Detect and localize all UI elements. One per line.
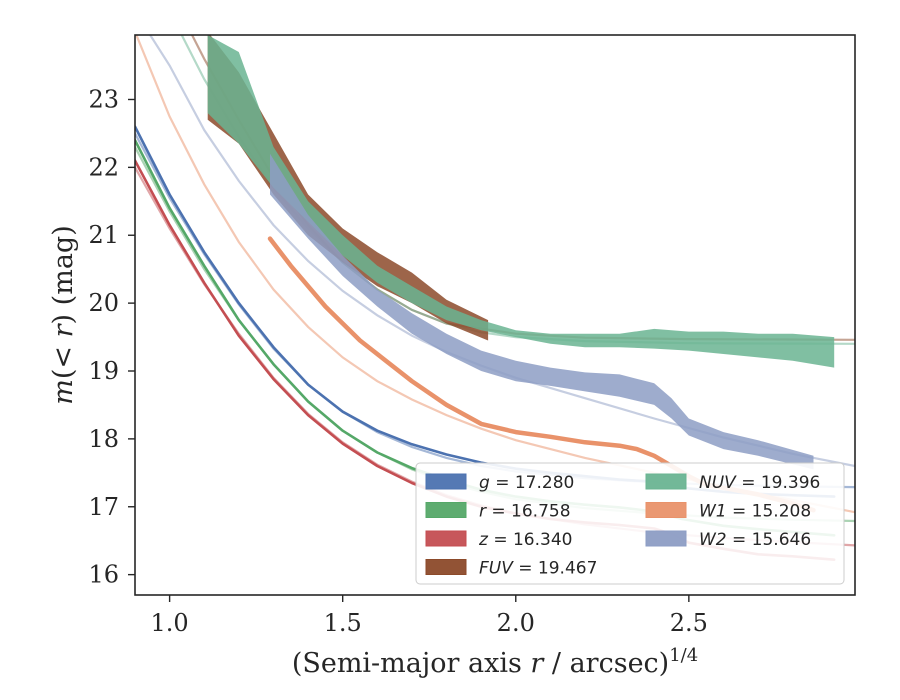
legend-swatch-nuv [645,473,687,490]
legend-box [415,462,845,585]
legend-label-fuv: FUV = 19.467 [479,559,597,579]
legend-swatch-r [425,502,467,518]
y-tick-label: 22 [88,153,119,181]
legend-swatch-w1 [645,502,687,518]
legend-label-w2: W2 = 15.646 [699,530,811,550]
legend-label-z: z = 16.340 [478,530,572,550]
x-tick-label: 2.5 [670,609,708,637]
legend-label-w1: W1 = 15.208 [699,502,811,522]
x-tick-label: 1.5 [324,609,362,637]
nuv-band [207,35,835,368]
y-tick-label: 16 [88,561,119,589]
nuv-model-curve [180,35,855,345]
legend-swatch-fuv [425,559,467,575]
legend-label-r: r = 16.758 [479,502,571,522]
w2-model-curve [148,35,855,468]
x-axis: 1.0 1.5 2.0 2.5 [151,595,708,637]
y-tick-label: 18 [88,425,119,453]
legend: g = 17.280 r = 16.758 z = 16.340 FUV = 19.4… [415,462,845,585]
w2-band [270,153,814,470]
y-axis: 16 17 18 19 20 21 22 23 [88,85,135,589]
legend-swatch-z [425,530,467,547]
y-tick-label: 17 [88,493,119,521]
x-tick-label: 2.0 [497,609,535,637]
legend-swatch-g [425,473,467,490]
x-tick-label: 1.0 [151,609,189,637]
y-axis-label: m(< r) (mag) [48,225,79,404]
plot-frame [134,34,856,596]
y-tick-label: 23 [88,85,119,113]
legend-label-nuv: NUV = 19.396 [699,473,820,493]
fuv-band [207,35,489,341]
y-tick-label: 19 [88,357,119,385]
y-tick-label: 20 [88,289,119,317]
x-axis-label: (Semi-major axis r / arcsec)1/4 [292,645,698,679]
legend-swatch-w2 [645,530,687,547]
y-tick-label: 21 [88,221,119,249]
legend-label-g: g = 17.280 [479,473,574,493]
